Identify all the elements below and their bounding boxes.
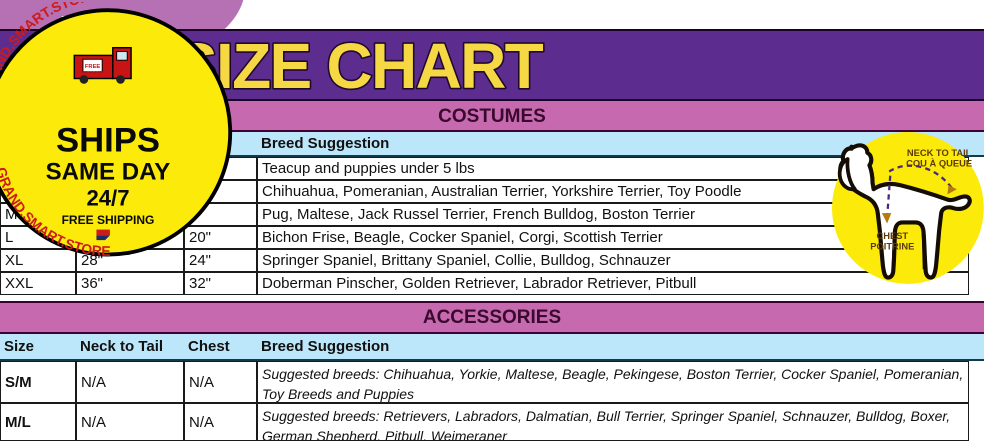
svg-text:SAME DAY: SAME DAY — [46, 159, 171, 186]
svg-text:FREE SHIPPING: FREE SHIPPING — [62, 213, 155, 227]
svg-text:SHIPS: SHIPS — [56, 122, 160, 160]
svg-text:NECK TO TAIL: NECK TO TAIL — [907, 148, 972, 158]
svg-text:POITRINE: POITRINE — [870, 242, 914, 252]
svg-text:COU À QUEUE: COU À QUEUE — [906, 158, 972, 168]
svg-text:FREE: FREE — [85, 64, 101, 70]
svg-text:CHEST: CHEST — [876, 231, 908, 241]
svg-text:24/7: 24/7 — [86, 186, 129, 211]
